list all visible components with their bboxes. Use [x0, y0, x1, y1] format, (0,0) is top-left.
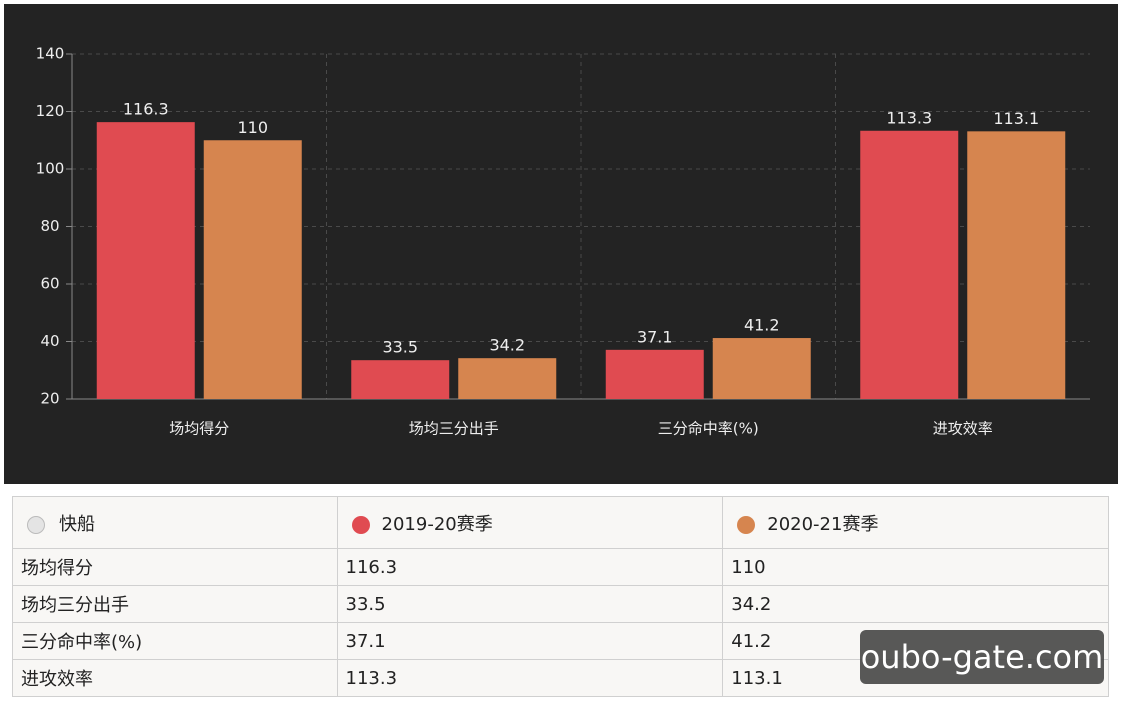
corner-label: 快船	[59, 513, 95, 535]
bar	[712, 338, 811, 399]
data-label: 113.1	[993, 109, 1039, 128]
table-cell: 进攻效率	[12, 659, 338, 697]
y-tick-label: 40	[40, 332, 59, 350]
table-cell: 场均三分出手	[12, 585, 338, 623]
table-cell: 33.5	[336, 585, 724, 623]
x-tick-label: 场均得分	[169, 420, 229, 438]
bar	[860, 130, 959, 399]
table-cell: 113.3	[336, 659, 724, 697]
legend-dot	[737, 515, 756, 534]
icon	[27, 515, 45, 534]
legend-label: 2019-20赛季	[381, 513, 493, 535]
data-label: 37.1	[637, 327, 673, 346]
data-table: 快船 2019-20赛季 2020-21赛季 场均得分 116.3 110 场均三分出…	[12, 496, 1109, 697]
data-label: 34.2	[489, 336, 525, 355]
data-label: 116.3	[123, 100, 169, 119]
chart: 20 40 60 80 100 120 140 场均得分 116.3 110 场均三分出手 33.5 3…	[4, 4, 1118, 484]
table-header: 快船 2019-20赛季 2020-21赛季	[12, 496, 1109, 549]
legend-dot	[351, 515, 370, 534]
table-cell: 场均得分	[12, 548, 338, 586]
table-row: 场均三分出手 33.5 34.2	[12, 585, 1109, 623]
bar	[458, 358, 557, 399]
bar	[605, 349, 704, 399]
data-label: 33.5	[382, 338, 418, 357]
x-tick-label: 场均三分出手	[409, 420, 499, 438]
y-tick-label: 20	[40, 390, 59, 408]
y-tick-label: 120	[36, 102, 65, 120]
data-label: 41.2	[744, 316, 780, 335]
watermark: oubo-gate.com	[860, 630, 1104, 684]
table-cell: 34.2	[722, 585, 1109, 623]
table-cell: 三分命中率(%)	[12, 622, 338, 660]
x-tick-label: 三分命中率(%)	[658, 420, 759, 438]
table-cell: 37.1	[336, 622, 724, 660]
table-row: 场均得分 116.3 110	[12, 548, 1109, 586]
table-cell: 110	[722, 548, 1109, 586]
y-tick-label: 100	[36, 160, 65, 178]
data-label: 110	[237, 118, 268, 137]
bar	[203, 140, 302, 399]
header-cell: 2020-21赛季	[722, 496, 1109, 549]
x-tick-label: 进攻效率	[933, 420, 993, 438]
bar	[351, 360, 450, 399]
bar	[967, 131, 1066, 399]
table-cell: 116.3	[336, 548, 724, 586]
header-cell: 2019-20赛季	[336, 496, 724, 549]
legend-label: 2020-21赛季	[767, 513, 879, 535]
y-tick-label: 140	[36, 45, 65, 63]
y-tick-label: 60	[40, 275, 59, 293]
y-tick-label: 80	[40, 217, 59, 235]
data-label: 113.3	[886, 108, 932, 127]
header-cell: 快船	[12, 496, 338, 549]
bar	[96, 122, 195, 399]
